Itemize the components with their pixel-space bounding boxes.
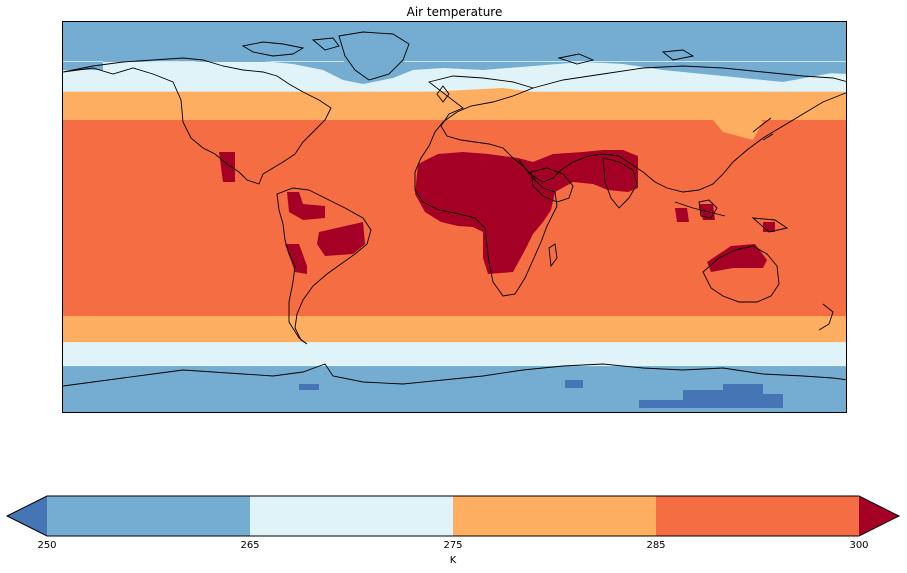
patch-greenland-cold <box>333 36 413 80</box>
colorbar-segment-0 <box>47 496 251 536</box>
map-axes <box>62 21 847 413</box>
coast-new-zealand <box>818 303 834 331</box>
northern-high-latitude-patches <box>63 36 846 140</box>
coast-asia <box>518 65 846 193</box>
patch-north-america-cold <box>63 58 846 84</box>
coast-british-isles <box>436 85 450 103</box>
colorbar-extend-low <box>7 496 47 536</box>
coast-japan <box>752 117 774 141</box>
cold-region-antarctic-east <box>639 384 783 408</box>
colorbar-segment-3 <box>656 496 860 536</box>
colorbar-tick-label: 285 <box>646 540 666 551</box>
coast-greenland <box>338 31 410 81</box>
hot-region-amazon <box>287 192 325 220</box>
colorbar-outline <box>5 495 901 537</box>
coast-arctic-islands <box>241 37 695 65</box>
hot-region-brazil <box>317 222 365 256</box>
coast-indonesia <box>674 199 789 233</box>
hot-region-central-america <box>219 152 235 182</box>
hot-region-n-australia <box>707 244 767 272</box>
colorbar-tick-label: 250 <box>37 540 57 551</box>
coast-south-america <box>276 187 372 345</box>
map-title: Air temperature <box>406 5 503 19</box>
temperature-band-5 <box>63 342 846 367</box>
coast-arabia <box>530 167 574 203</box>
colorbar-segment-2 <box>453 496 657 536</box>
hot-region-indonesia <box>675 208 689 222</box>
colorbar-unit-label: K <box>449 555 457 566</box>
coast-europe-africa <box>414 75 558 297</box>
coast-australia <box>702 245 780 303</box>
temperature-band-0 <box>63 22 846 62</box>
temperature-band-4 <box>63 316 846 343</box>
temperature-map <box>63 22 846 412</box>
cold-region-antarctic-west <box>565 380 583 388</box>
colorbar-tick-label: 265 <box>240 540 260 551</box>
cold-regions-below-250 <box>299 380 783 408</box>
hot-region-sahara-arabia <box>415 150 638 274</box>
coastlines <box>63 31 846 387</box>
cold-region-weddell <box>299 384 319 390</box>
patch-siberia-cold <box>623 62 846 74</box>
hot-region-andes-west <box>285 244 307 274</box>
hot-region-new-guinea <box>763 222 775 232</box>
patch-nw-pacific-warm <box>703 104 763 140</box>
coast-north-america <box>63 57 332 185</box>
colorbar-tick-label: 275 <box>443 540 463 551</box>
colorbar-segment-1 <box>250 496 454 536</box>
colorbar-extend-high <box>859 496 899 536</box>
coast-antarctica <box>63 363 846 387</box>
coast-india <box>602 157 638 209</box>
colorbar-tick-label: 300 <box>849 540 869 551</box>
patch-europe-warm <box>393 88 533 112</box>
coast-madagascar <box>548 243 558 268</box>
colorbar <box>5 495 901 537</box>
hot-regions-above-300 <box>219 150 775 274</box>
